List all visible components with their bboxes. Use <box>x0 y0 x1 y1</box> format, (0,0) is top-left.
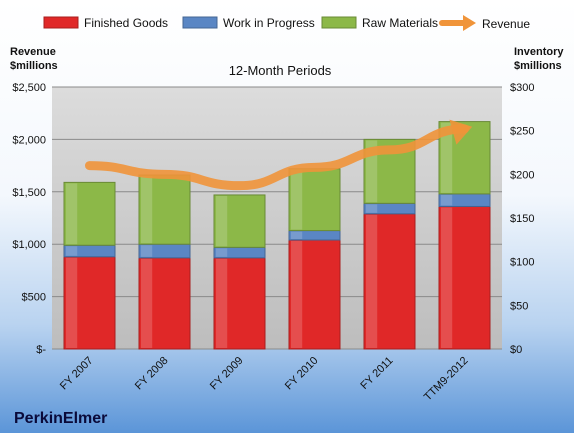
left-tick-label: $2,000 <box>12 134 46 146</box>
bar-highlight <box>66 257 78 348</box>
chart-subtitle: 12-Month Periods <box>229 63 332 78</box>
bar-highlight <box>366 204 378 213</box>
bar-highlight <box>216 258 228 348</box>
left-axis-ticks: $- $500 $1,000 $1,500 $2,000 $2,500 <box>12 82 46 356</box>
right-axis-title-line1: Inventory <box>514 46 564 58</box>
bar-highlight <box>366 214 378 348</box>
bar-highlight <box>441 194 453 206</box>
left-tick-label: $1,500 <box>12 187 46 199</box>
grid-lines <box>52 86 502 350</box>
bar-raw-materials <box>213 194 266 248</box>
bar-finished-goods <box>288 239 341 350</box>
legend-label-raw-materials: Raw Materials <box>362 16 438 30</box>
bar-highlight <box>66 246 78 256</box>
left-tick-label: $1,000 <box>12 239 46 251</box>
left-tick-label: $500 <box>22 292 46 304</box>
left-axis-title-line1: Revenue <box>10 46 56 58</box>
right-tick-label: $300 <box>510 82 534 94</box>
legend-arrow-revenue <box>463 15 476 31</box>
bar-highlight <box>441 122 453 193</box>
right-tick-label: $200 <box>510 169 534 181</box>
revenue-line-group <box>85 119 473 191</box>
left-axis-title: Revenue $millions <box>10 46 58 72</box>
legend-swatch-work-in-progress <box>182 16 218 29</box>
bar-highlight <box>141 245 153 257</box>
right-tick-label: $50 <box>510 300 528 312</box>
right-tick-label: $150 <box>510 213 534 225</box>
bar-highlight <box>366 140 378 203</box>
right-axis-title-line2: $millions <box>514 60 562 72</box>
bar-highlight <box>291 169 303 230</box>
bar-finished-goods <box>138 257 191 350</box>
bar-highlight <box>441 207 453 348</box>
legend-label-finished-goods: Finished Goods <box>84 16 168 30</box>
bar-finished-goods <box>363 213 416 350</box>
bar-highlight <box>291 241 303 348</box>
bar-highlight <box>66 183 78 245</box>
right-axis-ticks: $0 $50 $100 $150 $200 $250 $300 <box>510 82 534 356</box>
bar-raw-materials <box>63 181 116 246</box>
left-tick-label: $- <box>36 344 46 356</box>
bar-finished-goods <box>63 256 116 350</box>
legend-label-work-in-progress: Work in Progress <box>223 16 315 30</box>
bar-highlight <box>216 195 228 247</box>
bar-series <box>63 121 491 350</box>
bar-highlight <box>141 176 153 244</box>
plot-area <box>52 87 502 349</box>
legend-swatch-finished-goods <box>43 16 79 29</box>
bar-raw-materials <box>288 168 341 232</box>
bar-raw-materials <box>138 174 191 245</box>
legend: Finished Goods Work in Progress Raw Materi… <box>43 15 530 31</box>
bar-highlight <box>141 258 153 348</box>
left-axis-title-line2: $millions <box>10 60 58 72</box>
right-tick-label: $250 <box>510 126 534 138</box>
revenue-arrowhead <box>449 119 473 145</box>
left-tick-label: $2,500 <box>12 82 46 94</box>
bar-highlight <box>291 231 303 240</box>
revenue-line <box>85 124 469 191</box>
right-axis-title: Inventory $millions <box>514 46 564 72</box>
bar-highlight <box>216 248 228 257</box>
legend-label-revenue: Revenue <box>482 17 530 31</box>
bar-finished-goods <box>213 257 266 350</box>
right-tick-label: $100 <box>510 257 534 269</box>
company-label: PerkinElmer <box>14 410 107 427</box>
bar-finished-goods <box>438 205 491 350</box>
right-tick-label: $0 <box>510 344 522 356</box>
legend-swatch-raw-materials <box>321 16 357 29</box>
